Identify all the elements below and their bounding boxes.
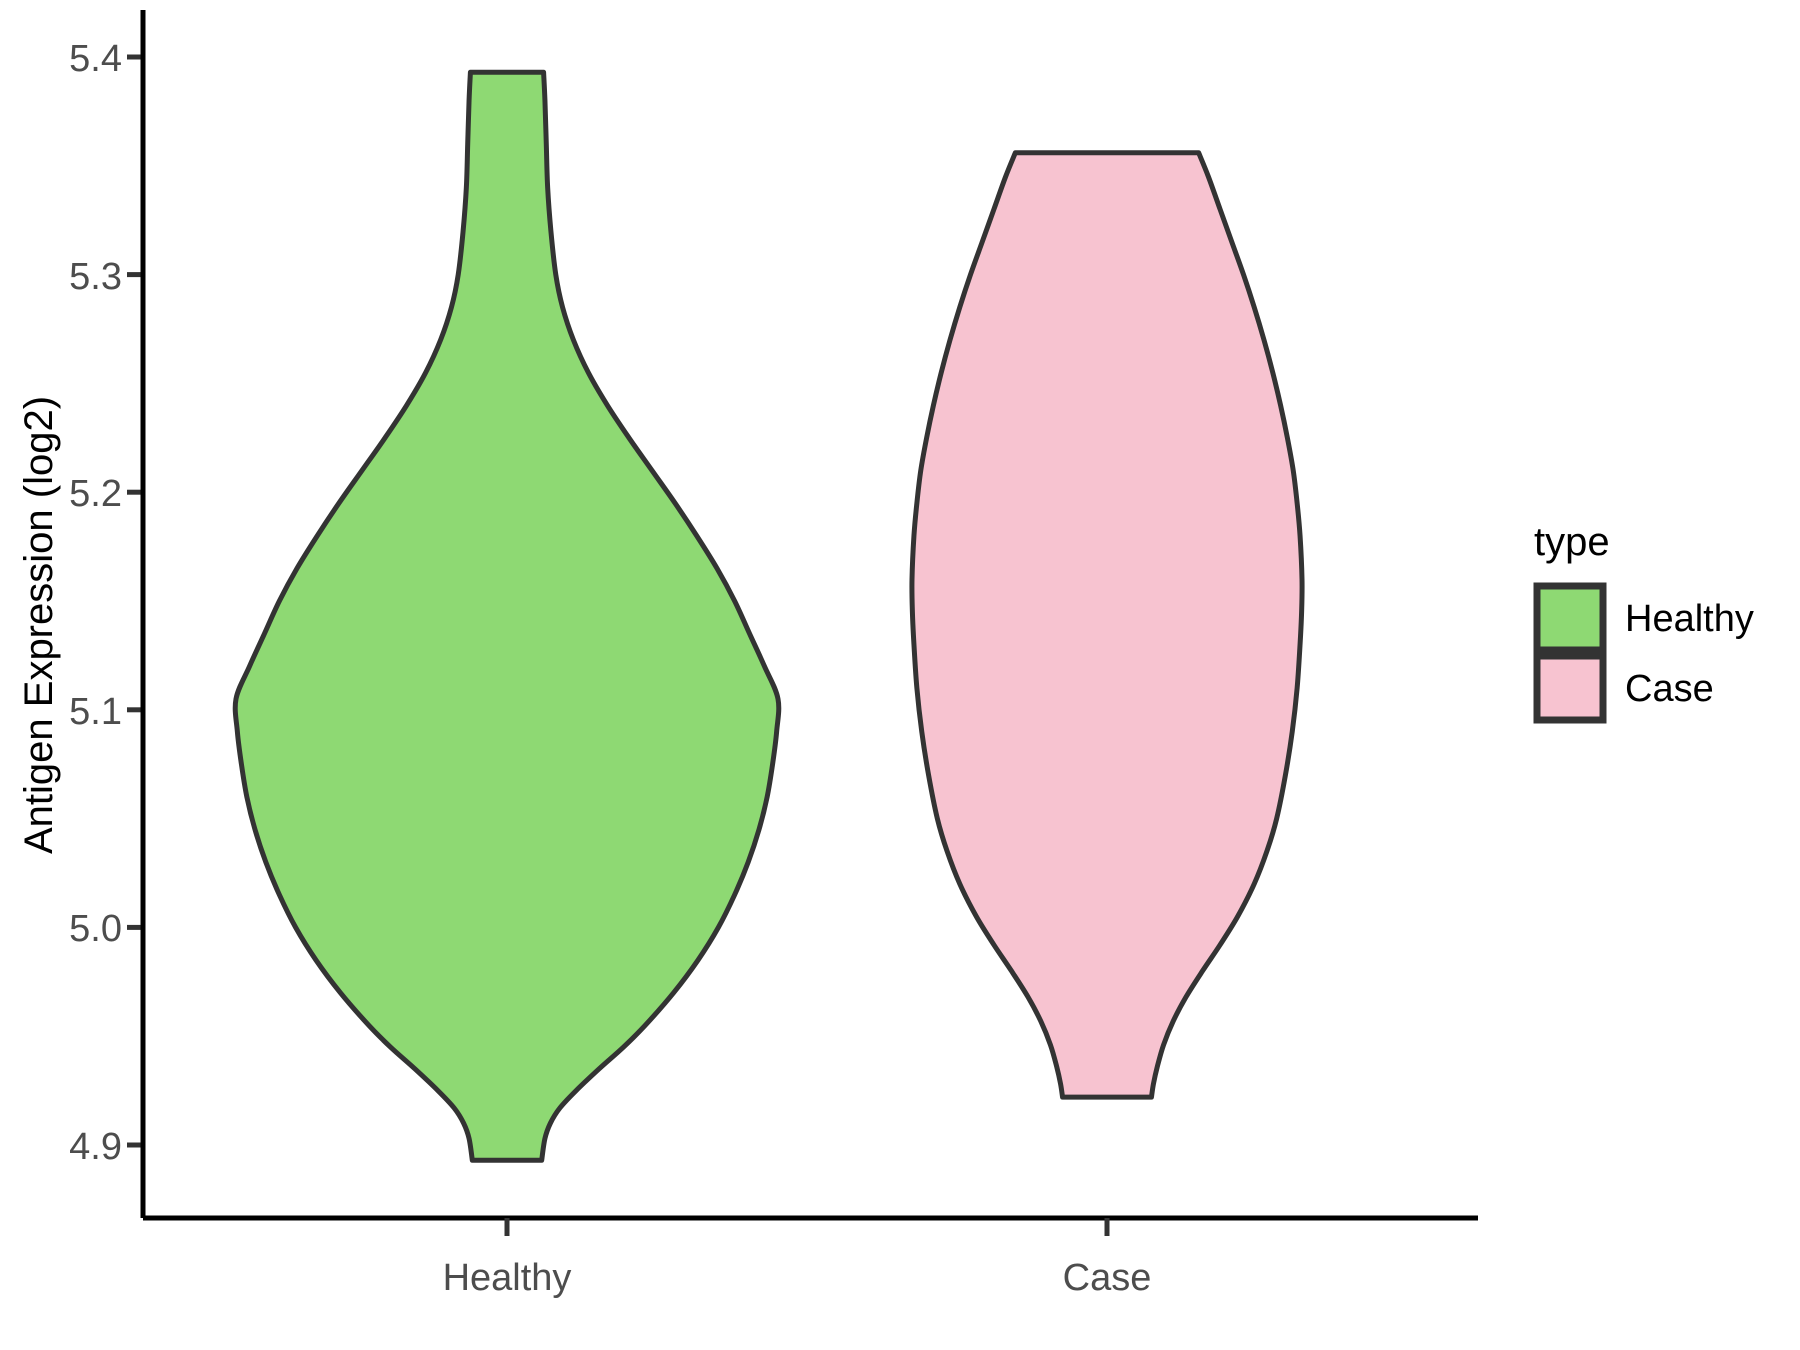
legend: type Healthy Case bbox=[1533, 520, 1754, 724]
violin-shape-case[interactable] bbox=[909, 150, 1305, 1100]
y-tick-label-5-4: 5.4 bbox=[69, 38, 122, 80]
y-tick-label-4-9: 4.9 bbox=[69, 1126, 122, 1168]
legend-swatch-healthy[interactable] bbox=[1533, 582, 1607, 654]
y-tick-label-5-0: 5.0 bbox=[69, 908, 122, 950]
violin-shape-healthy[interactable] bbox=[232, 69, 782, 1163]
y-axis-tick-labels: 5.4 5.3 5.2 5.1 5.0 4.9 bbox=[69, 38, 122, 1168]
y-tick-label-5-3: 5.3 bbox=[69, 256, 122, 298]
legend-swatch-case[interactable] bbox=[1533, 652, 1607, 724]
x-axis-tick-marks bbox=[504, 1218, 1110, 1236]
x-tick-label-case: Case bbox=[1063, 1257, 1152, 1299]
y-axis-tick-marks bbox=[127, 54, 143, 1148]
violins-layer bbox=[232, 69, 1305, 1163]
legend-title: type bbox=[1534, 520, 1610, 564]
y-axis-title: Antigen Expression (log2) bbox=[17, 396, 61, 854]
legend-label-healthy: Healthy bbox=[1625, 598, 1754, 640]
y-tick-label-5-1: 5.1 bbox=[69, 691, 122, 733]
x-tick-label-healthy: Healthy bbox=[443, 1257, 572, 1299]
y-tick-label-5-2: 5.2 bbox=[69, 473, 122, 515]
legend-label-case: Case bbox=[1625, 668, 1714, 710]
